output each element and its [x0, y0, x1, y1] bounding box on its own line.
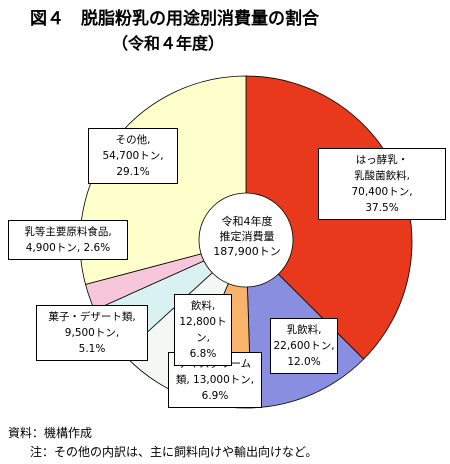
share-label: 6.9%: [201, 390, 229, 402]
source-note: 資料：機構作成: [8, 426, 93, 440]
label-box: その他, 54,700トン, 29.1%: [88, 128, 178, 184]
value-label: 70,400トン,: [351, 186, 413, 198]
center-label: 令和4年度 推定消費量: [219, 215, 275, 243]
value-label: 13,000トン,: [193, 374, 255, 386]
title: 図４ 脱脂粉乳の用途別消費量の割合: [30, 9, 319, 29]
total-label: 187,900トン: [213, 245, 281, 258]
category-label: その他,: [115, 134, 151, 146]
share-label: 6.8%: [189, 348, 217, 360]
share-label: 29.1%: [116, 166, 150, 178]
label-box: 菓子・デザート類, 9,500トン, 5.1%: [36, 305, 148, 361]
category-label: 乳飲料,: [286, 324, 322, 336]
share-label: 2.6%: [83, 242, 111, 254]
value-label: 22,600トン,: [273, 340, 335, 352]
value-label: 12,800トン,: [179, 316, 227, 344]
category-label: はっ酵乳・ 乳酸菌飲料,: [354, 154, 410, 182]
label-box: 乳等主要原料食品, 4,900トン, 2.6%: [8, 220, 128, 260]
share-label: 5.1%: [78, 343, 106, 355]
value-label: 4,900トン,: [25, 242, 81, 254]
category-label: 飲料,: [190, 300, 216, 312]
label-box: 飲料, 12,800トン, 6.8%: [174, 294, 232, 366]
label-box: はっ酵乳・ 乳酸菌飲料, 70,400トン, 37.5%: [318, 148, 446, 220]
category-label: 菓子・デザート類,: [48, 311, 136, 323]
value-label: 9,500トン,: [64, 327, 120, 339]
share-label: 37.5%: [365, 202, 399, 214]
category-label: 乳等主要原料食品,: [24, 226, 112, 238]
center-hole: [198, 192, 294, 288]
footnote: 注：その他の内訳は、主に飼料向けや輸出向けなど。: [30, 445, 318, 459]
value-label: 54,700トン,: [102, 150, 164, 162]
share-label: 12.0%: [287, 356, 321, 368]
label-box: 乳飲料, 22,600トン, 12.0%: [270, 318, 338, 374]
subtitle: （令和４年度）: [112, 34, 225, 53]
